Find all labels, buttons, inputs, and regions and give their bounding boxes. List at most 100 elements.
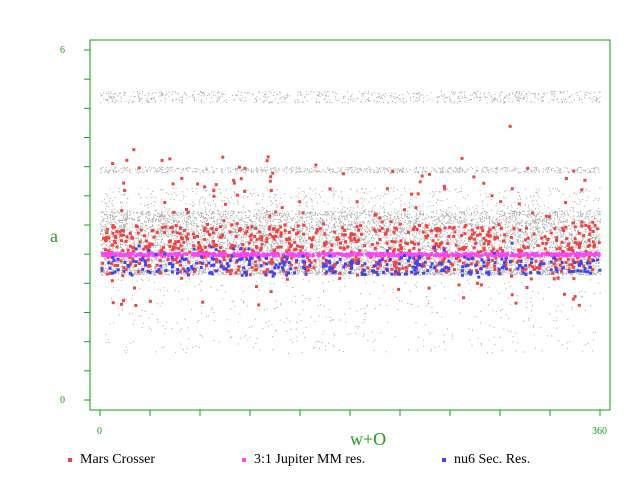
background-point (298, 272, 300, 274)
background-point (521, 272, 523, 274)
background-point (161, 257, 163, 259)
background-point (163, 270, 165, 272)
background-point (564, 221, 566, 223)
background-point (151, 224, 153, 226)
background-point (533, 242, 535, 244)
background-point (531, 250, 533, 252)
background-point (381, 270, 383, 272)
background-point (144, 240, 145, 242)
background-point (225, 260, 227, 262)
background-point (448, 251, 450, 253)
background-point (549, 213, 551, 215)
background-point (575, 247, 576, 249)
background-point (527, 215, 529, 217)
background-point (512, 270, 514, 272)
background-point (401, 271, 402, 273)
background-point (445, 212, 447, 214)
background-point (368, 228, 370, 230)
background-point (501, 271, 503, 273)
background-point (444, 216, 446, 218)
background-point (458, 226, 460, 228)
background-point (385, 273, 387, 275)
background-point (391, 270, 393, 272)
background-point (580, 250, 582, 252)
background-point (566, 269, 568, 271)
background-point (548, 261, 550, 263)
background-point (571, 237, 573, 239)
background-point (528, 271, 530, 273)
background-point (400, 226, 402, 228)
background-point (402, 227, 404, 229)
background-point (183, 274, 185, 276)
background-point (112, 250, 114, 252)
background-point (303, 273, 305, 275)
background-point (360, 269, 362, 271)
background-point (561, 222, 563, 224)
background-point (503, 273, 505, 275)
background-point (223, 247, 224, 249)
background-point (301, 271, 303, 273)
background-point (534, 226, 536, 228)
background-point (256, 233, 257, 234)
background-point (378, 270, 380, 272)
background-point (240, 270, 242, 272)
background-point (564, 272, 565, 274)
background-point (244, 269, 246, 270)
background-point (199, 270, 201, 272)
background-point (599, 240, 600, 242)
background-point (142, 250, 144, 252)
background-point (144, 271, 146, 273)
background-point (242, 269, 243, 271)
background-point (389, 218, 391, 220)
background-point (183, 214, 185, 216)
background-point (502, 271, 504, 273)
background-point (537, 233, 539, 235)
background-point (506, 270, 508, 271)
background-point (598, 256, 600, 258)
background-point (318, 272, 320, 274)
background-point (189, 259, 191, 260)
background-point (139, 271, 141, 273)
background-point (287, 270, 289, 271)
background-point (446, 262, 448, 263)
background-point (465, 274, 467, 276)
background-point (359, 214, 361, 216)
background-point (534, 229, 536, 231)
background-point (422, 214, 424, 216)
background-point (101, 229, 103, 231)
background-point (222, 215, 224, 217)
background-point (431, 245, 432, 247)
background-point (537, 214, 539, 215)
background-point (343, 272, 344, 274)
background-point (588, 274, 590, 276)
background-point (497, 274, 499, 276)
background-point (105, 234, 107, 236)
background-point (409, 271, 411, 273)
background-point (383, 210, 385, 212)
background-point (466, 210, 467, 212)
background-point (484, 220, 485, 222)
background-point (577, 268, 579, 270)
background-point (288, 266, 290, 268)
background-point (298, 264, 300, 266)
background-point (357, 268, 359, 270)
background-point (242, 270, 244, 272)
background-point (492, 270, 494, 272)
background-point (160, 270, 162, 271)
background-point (112, 212, 114, 214)
background-point (531, 233, 533, 235)
background-point (510, 267, 512, 269)
background-point (108, 247, 110, 249)
background-point (297, 266, 299, 268)
background-point (146, 272, 148, 273)
background-point (445, 248, 447, 250)
background-point (330, 272, 332, 274)
background-point (338, 270, 340, 272)
background-point (514, 258, 516, 260)
background-point (104, 226, 106, 227)
background-point (209, 269, 211, 271)
background-point (353, 268, 355, 270)
background-point (579, 225, 581, 227)
background-point (258, 264, 260, 266)
background-point (475, 272, 477, 274)
